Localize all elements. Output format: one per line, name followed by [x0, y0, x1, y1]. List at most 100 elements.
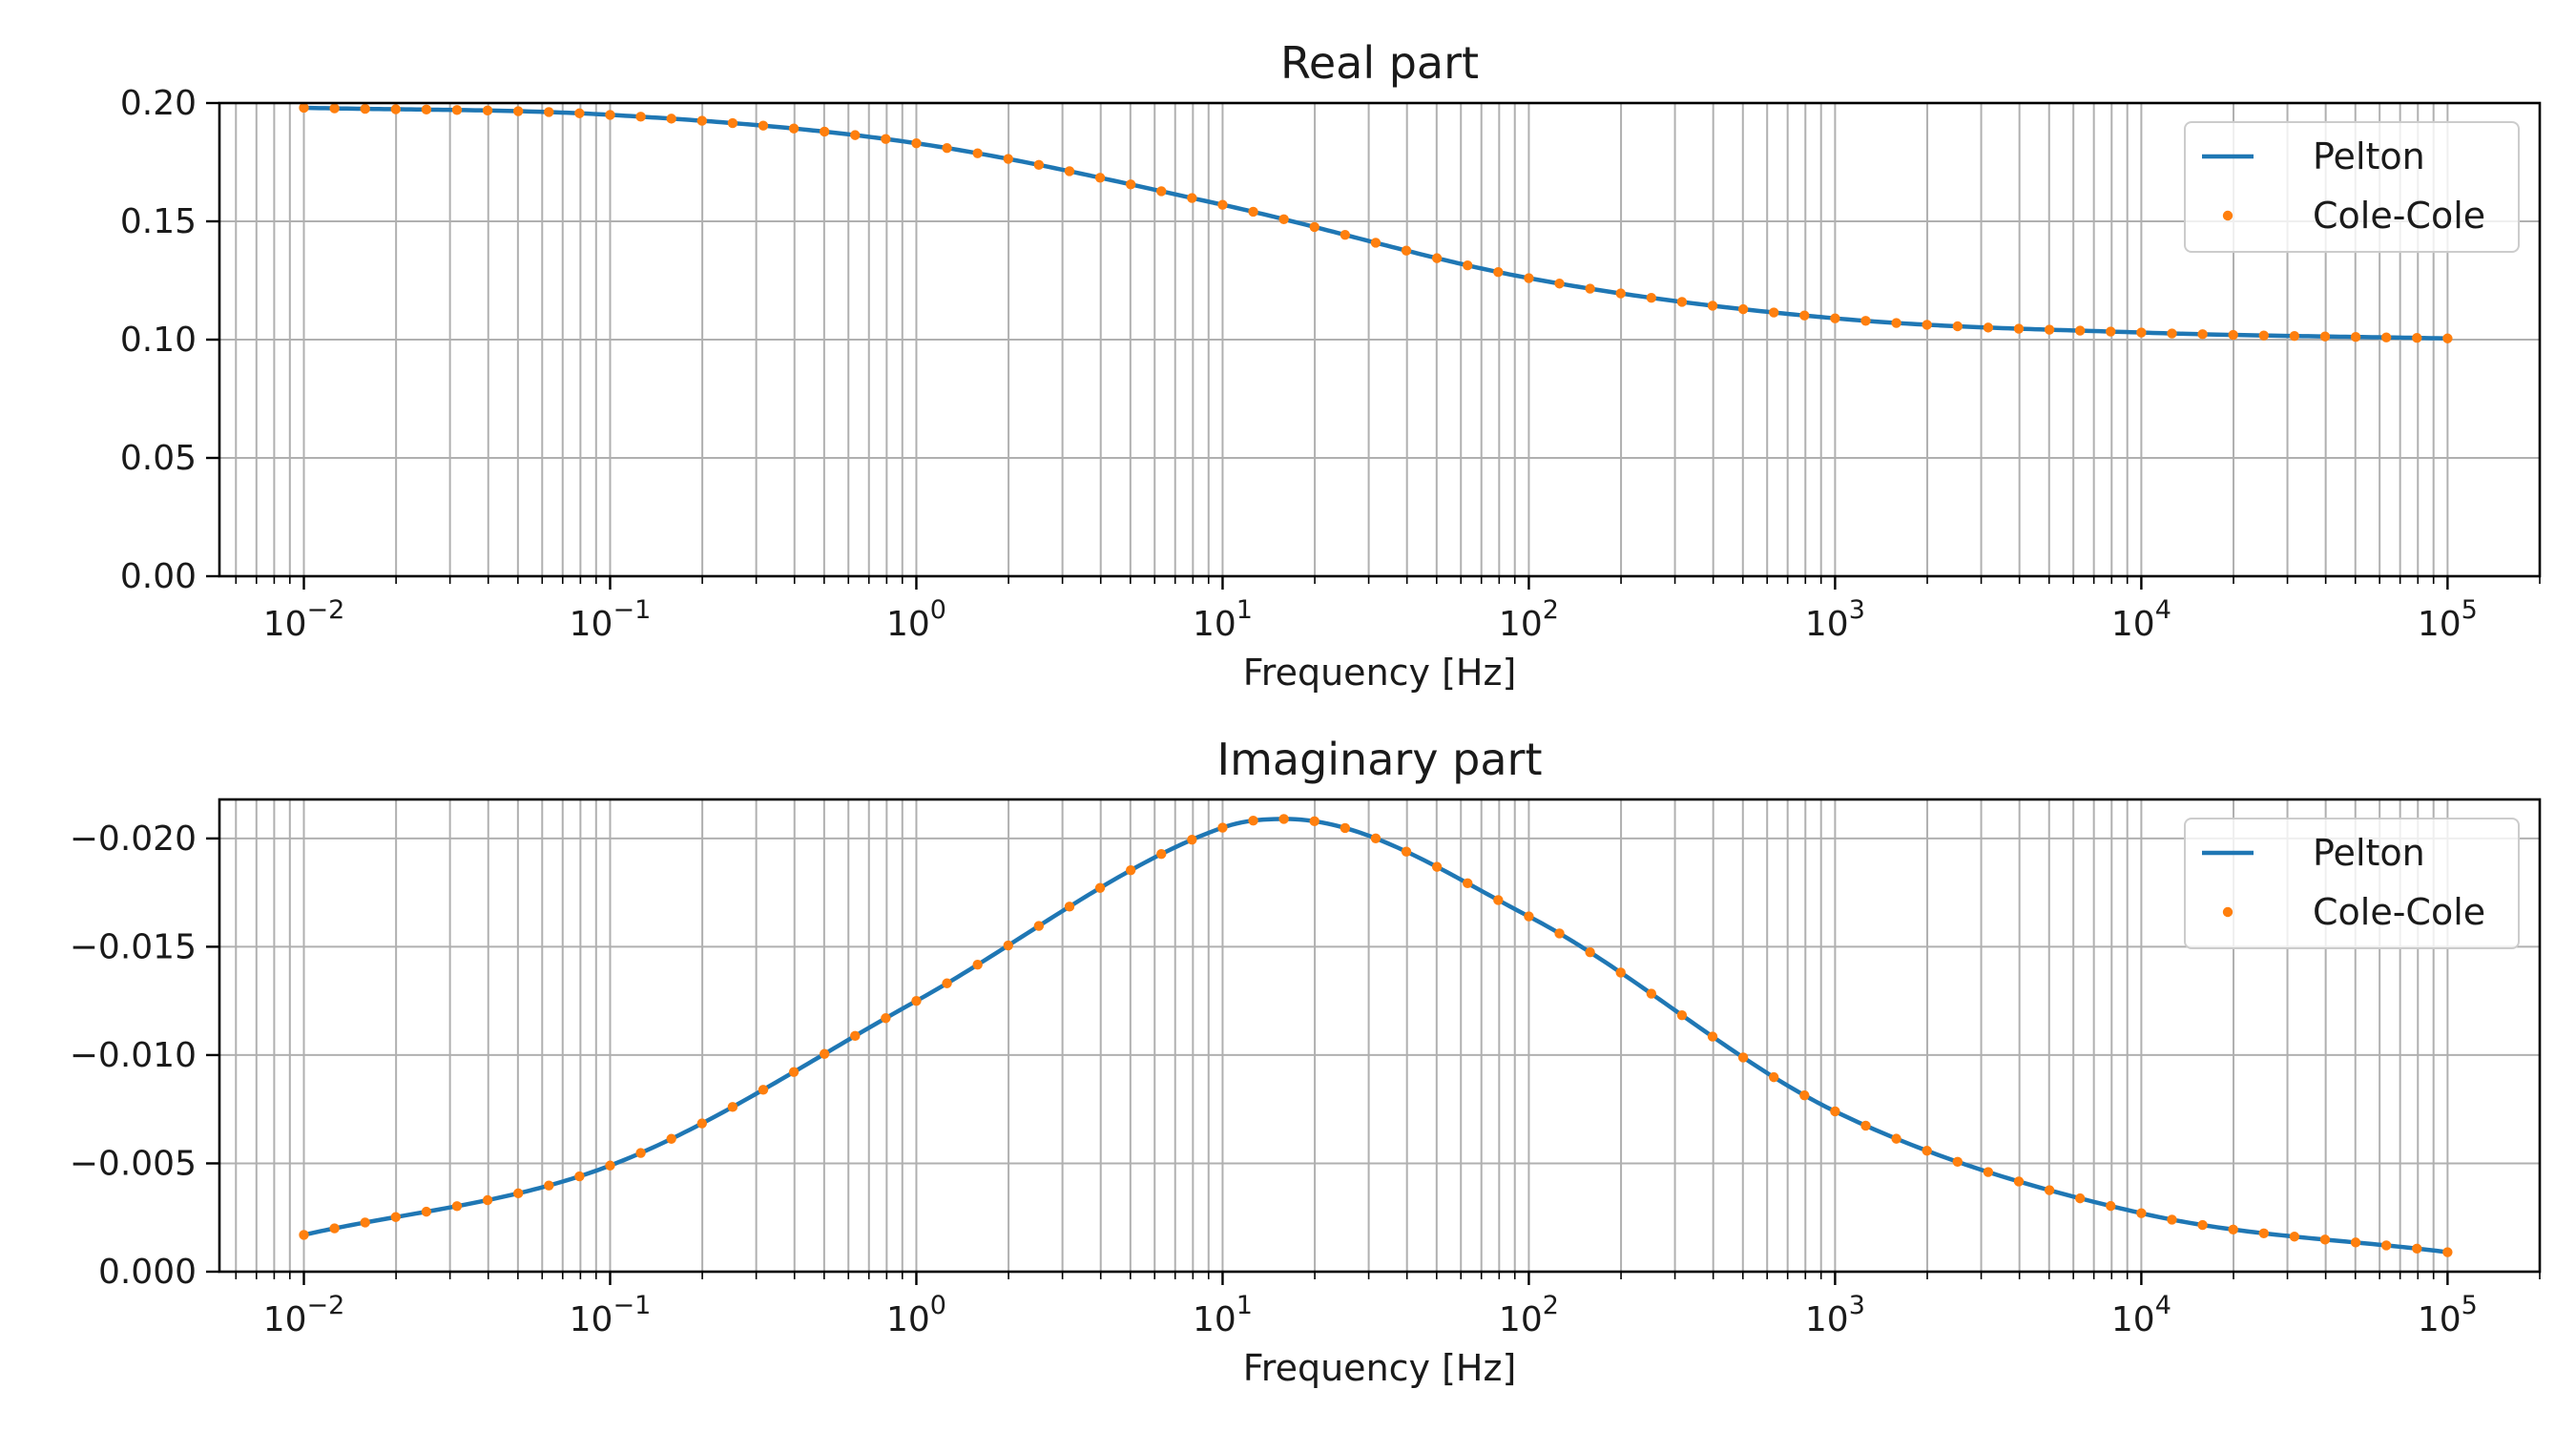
- imag-cole-cole-point: [1370, 833, 1381, 843]
- real-cole-cole-point: [299, 102, 309, 114]
- imag-cole-cole-point: [482, 1194, 493, 1206]
- y-tick-label: 0.20: [120, 84, 197, 123]
- imag-cole-cole-point: [942, 978, 952, 988]
- imag-cole-cole-point: [911, 995, 922, 1006]
- imag-cole-cole-point: [881, 1013, 891, 1024]
- real-cole-cole-point: [1064, 166, 1075, 176]
- imag-cole-cole-point: [1983, 1167, 1994, 1177]
- real-cole-cole-point: [1952, 321, 1963, 332]
- real-cole-cole-point: [2228, 329, 2238, 341]
- real-cole-cole-point: [666, 114, 676, 124]
- imag-cole-cole-point: [421, 1206, 432, 1217]
- x-tick-label: 103: [1805, 595, 1865, 644]
- real-cole-cole-point: [1737, 303, 1749, 315]
- real-cole-cole-point: [1615, 288, 1626, 299]
- real-cole-cole-point: [2167, 328, 2177, 339]
- real-cole-cole-point: [329, 103, 340, 114]
- real-cole-cole-point: [1370, 238, 1381, 248]
- imag-cole-cole-point: [2258, 1228, 2269, 1238]
- legend-box: [2184, 818, 2520, 949]
- real-cole-cole-point: [1860, 316, 1871, 326]
- real-cole-cole-point: [2412, 332, 2422, 343]
- legend-cole-cole-label: Cole-Cole: [2313, 195, 2485, 237]
- imag-cole-cole-point: [1860, 1120, 1871, 1131]
- real-legend: Pelton Cole-Cole: [2184, 121, 2520, 253]
- real-cole-cole-point: [1524, 273, 1534, 283]
- imag-cole-cole-point: [1707, 1031, 1718, 1042]
- imag-series: [299, 814, 2453, 1257]
- imag-cole-cole-point: [972, 960, 983, 970]
- y-tick-label: −0.005: [70, 1144, 197, 1183]
- imag-cole-cole-point: [819, 1048, 830, 1059]
- imag-cole-cole-point: [1463, 878, 1473, 889]
- imag-cole-cole-point: [1554, 928, 1565, 939]
- imag-cole-cole-point: [1585, 946, 1595, 958]
- imag-cole-cole-point: [2350, 1237, 2361, 1248]
- real-cole-cole-point: [2136, 327, 2147, 338]
- y-tick-label: −0.010: [70, 1036, 197, 1075]
- imag-cole-cole-point: [2106, 1200, 2116, 1212]
- real-cole-cole-point: [819, 126, 830, 137]
- imag-cole-cole-point: [788, 1067, 800, 1077]
- real-cole-cole-point: [2350, 331, 2361, 342]
- x-tick-label: 105: [2418, 595, 2478, 644]
- imag-cole-cole-point: [1340, 822, 1351, 834]
- legend-box: [2184, 121, 2520, 253]
- real-cole-cole-point: [1676, 297, 1688, 307]
- real-cole-cole-point: [696, 115, 707, 126]
- real-cole-cole-point: [2442, 333, 2453, 343]
- imag-cole-cole-point: [1493, 895, 1504, 905]
- y-tick-label: −0.015: [70, 927, 197, 966]
- x-tick-label: 10−2: [263, 1291, 345, 1339]
- imag-cole-cole-point: [1003, 940, 1013, 951]
- imag-cole-cole-point: [1248, 815, 1258, 826]
- imag-cole-cole-point: [390, 1212, 401, 1222]
- imag-cole-cole-point: [727, 1102, 738, 1112]
- real-cole-cole-point: [544, 107, 554, 117]
- real-cole-cole-point: [574, 108, 585, 118]
- real-cole-cole-point: [911, 137, 922, 149]
- real-cole-cole-point: [1431, 253, 1443, 263]
- imag-cole-cole-point: [2289, 1232, 2300, 1242]
- real-cole-cole-point: [2197, 329, 2208, 340]
- imag-cole-cole-point: [2136, 1208, 2147, 1218]
- real-cole-cole-point: [1248, 206, 1258, 218]
- imag-cole-cole-point: [1033, 921, 1045, 931]
- real-cole-cole-point: [1187, 193, 1197, 203]
- real-cole-cole-point: [1493, 266, 1504, 278]
- imag-cole-cole-point: [1064, 902, 1075, 912]
- real-cole-cole-point: [2075, 325, 2086, 336]
- legend-pelton-label: Pelton: [2313, 135, 2425, 177]
- real-subplot: 0.00 0.05 0.10 0.15 0.20 10−2 10−1 100 101 102 103…: [120, 37, 2542, 694]
- real-cole-cole-point: [451, 105, 463, 115]
- real-cole-cole-point: [972, 148, 983, 158]
- imag-cole-cole-point: [2319, 1234, 2331, 1245]
- imag-subplot: 0.000 −0.005 −0.010 −0.015 −0.020 10−2 10−1 100…: [70, 734, 2542, 1389]
- imag-legend: Pelton Cole-Cole: [2184, 818, 2520, 949]
- real-cole-cole-point: [421, 104, 432, 115]
- imag-axes-frame: [218, 798, 2542, 1274]
- x-tick-label: 102: [1499, 1291, 1559, 1339]
- y-tick-label: 0.15: [120, 202, 197, 241]
- x-tick-label: 101: [1193, 1291, 1253, 1339]
- imag-cole-cole-point: [758, 1085, 769, 1095]
- imag-cole-cole-point: [605, 1160, 615, 1171]
- imag-cole-cole-point: [2228, 1224, 2238, 1234]
- real-cole-cole-point: [1646, 292, 1657, 303]
- imag-cole-cole-point: [1094, 882, 1106, 893]
- x-tick-label: 104: [2111, 1291, 2171, 1339]
- real-title: Real part: [1280, 37, 1479, 89]
- real-cole-cole-point: [1769, 307, 1779, 318]
- real-cole-cole-point: [1922, 320, 1932, 330]
- y-tick-label: −0.020: [70, 819, 197, 859]
- imag-cole-cole-point: [635, 1148, 646, 1158]
- x-tick-label: 100: [886, 1291, 946, 1339]
- legend-pelton-label: Pelton: [2313, 832, 2425, 874]
- imag-cole-cole-point: [451, 1201, 463, 1212]
- real-cole-cole-point: [881, 134, 891, 144]
- y-tick-label: 0.10: [120, 321, 197, 360]
- imag-cole-cole-point: [666, 1133, 676, 1144]
- imag-cole-cole-point: [1646, 988, 1657, 999]
- x-tick-label: 10−1: [570, 1291, 652, 1339]
- real-cole-cole-point: [1983, 322, 1994, 333]
